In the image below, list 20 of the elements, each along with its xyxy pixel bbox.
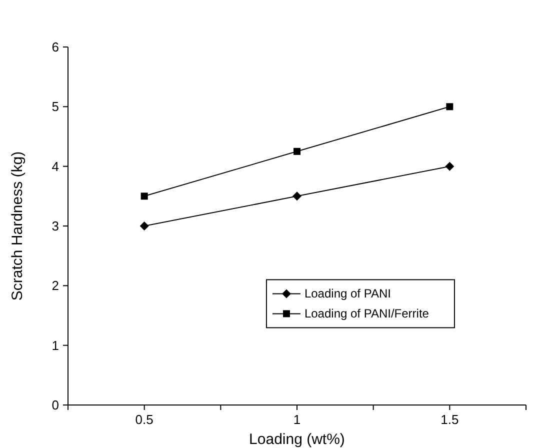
x-tick-label: 1	[293, 412, 301, 427]
point	[292, 192, 302, 201]
point	[140, 192, 148, 200]
point	[294, 148, 300, 155]
y-tick-label: 3	[52, 218, 59, 234]
x-tick-label: 1.5	[440, 412, 459, 427]
y-tick-label: 6	[52, 40, 59, 54]
y-tick-label: 4	[52, 158, 59, 174]
legend-label: Loading of PANI	[304, 286, 391, 301]
y-tick-label: 0	[52, 398, 59, 412]
point	[446, 103, 454, 110]
legend-label: Loading of PANI/Ferrite	[304, 306, 430, 321]
y-tick-label: 5	[52, 99, 59, 114]
y-axis-title: Scratch Hardness (kg)	[9, 151, 26, 301]
point	[140, 222, 149, 230]
x-tick-label: 0.5	[135, 412, 154, 427]
y-tick-label: 1	[52, 338, 59, 353]
x-axis-title: Loading (wt%)	[249, 431, 345, 448]
y-tick-label: 2	[52, 278, 59, 294]
point	[445, 162, 454, 171]
